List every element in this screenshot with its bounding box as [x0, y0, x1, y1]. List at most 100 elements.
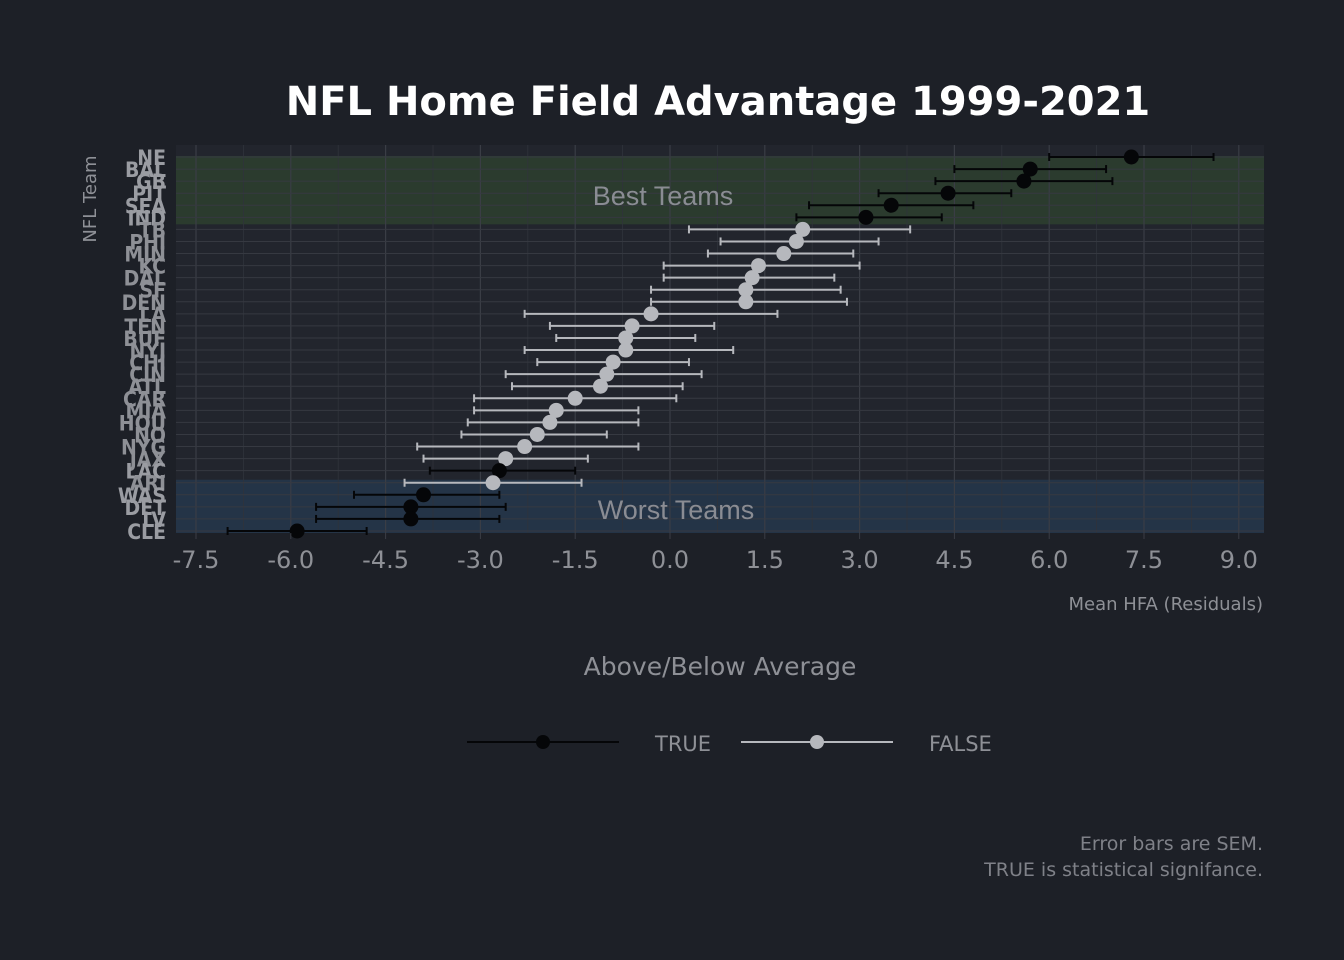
data-point — [498, 451, 514, 467]
y-tick-label: CHI — [129, 351, 166, 375]
data-point — [485, 475, 501, 491]
y-tick-label: TEN — [124, 315, 166, 339]
data-point-group-cle — [226, 523, 368, 539]
y-tick-label: ARI — [130, 472, 166, 496]
data-point-group-sf — [650, 282, 842, 298]
data-point-group-det — [315, 499, 507, 515]
data-point — [548, 402, 564, 418]
data-point — [517, 439, 533, 455]
x-tick-label: 9.0 — [1220, 546, 1258, 574]
data-point-group-bal — [953, 161, 1108, 177]
y-tick-label: HOU — [119, 411, 166, 435]
y-tick-label: IND — [127, 206, 166, 230]
y-tick-label: BUF — [123, 327, 166, 351]
y-tick-labels: NEBALGBPITSEAINDTBPHIMINKCDALSFDENLATENB… — [118, 146, 167, 544]
best-teams-label: Best Teams — [593, 181, 734, 211]
x-tick-label: -4.5 — [362, 546, 409, 574]
y-tick-label: CLE — [127, 520, 166, 544]
data-point-group-dal — [662, 270, 836, 286]
x-tick-label: -3.0 — [457, 546, 504, 574]
x-tick-label: -7.5 — [173, 546, 220, 574]
chart-title-text: NFL Home Field Advantage 1999-2021 — [286, 79, 1151, 125]
y-tick-label: DET — [125, 496, 167, 520]
x-tick-label: 7.5 — [1125, 546, 1163, 574]
data-point-group-nyg — [416, 439, 640, 455]
data-point — [883, 197, 899, 213]
x-tick-label: 0.0 — [651, 546, 689, 574]
y-tick-label: LA — [139, 303, 166, 327]
y-tick-label: MIA — [126, 399, 167, 423]
data-point-group-atl — [511, 378, 684, 394]
data-point-group-pit — [877, 185, 1013, 201]
data-point — [403, 499, 419, 515]
data-point — [289, 523, 305, 539]
x-axis-label: Mean HFA (Residuals) — [1069, 594, 1263, 615]
data-point-group-ari — [403, 475, 583, 491]
y-tick-label: TB — [139, 218, 166, 242]
y-tick-label: NYG — [121, 436, 166, 460]
data-point-group-phi — [719, 233, 880, 249]
y-axis-label: NFL Team — [80, 155, 101, 242]
data-point-group-buf — [555, 330, 697, 346]
data-point — [750, 258, 766, 274]
data-point — [618, 330, 634, 346]
y-tick-label: LV — [142, 508, 166, 532]
band-labels: Best Teams Worst Teams — [593, 181, 755, 525]
data-point-group-min — [706, 246, 855, 262]
y-tick-label: GB — [136, 170, 166, 194]
data-point — [1016, 173, 1032, 189]
y-tick-label: BAL — [125, 158, 166, 182]
best-teams-band — [176, 156, 1264, 225]
data-point — [599, 366, 615, 382]
data-point — [592, 378, 608, 394]
y-tick-label: NYJ — [129, 339, 166, 363]
x-tick-label: 6.0 — [1030, 546, 1068, 574]
x-tick-label: 4.5 — [935, 546, 973, 574]
y-tick-label: PHI — [129, 230, 166, 254]
legend-label: FALSE — [929, 732, 992, 756]
data-point — [542, 414, 558, 430]
data-point-group-sea — [808, 197, 975, 213]
data-point — [1123, 149, 1139, 165]
data-point — [491, 463, 507, 479]
data-point-group-jax — [422, 451, 589, 467]
y-tick-label: WAS — [118, 484, 166, 508]
y-tick-label: DEN — [122, 291, 166, 315]
data-point-group-chi — [536, 354, 690, 370]
y-tick-label: JAX — [128, 448, 167, 472]
data-point — [618, 342, 634, 358]
data-point — [643, 306, 659, 322]
data-point-group-car — [473, 390, 678, 406]
highlight-bands — [176, 145, 1264, 533]
y-tick-label: CIN — [129, 363, 166, 387]
data-point — [738, 282, 754, 298]
y-tick-label: NE — [137, 146, 166, 170]
data-point-group-ind — [795, 209, 943, 225]
y-tick-label: SF — [139, 279, 166, 303]
data-point-group-lv — [315, 511, 501, 527]
x-tick-label: -6.0 — [267, 546, 314, 574]
y-tick-label: ATL — [128, 375, 166, 399]
data-point-group-den — [650, 294, 848, 310]
data-point — [738, 294, 754, 310]
chart-title: NFL Home Field Advantage 1999-2021 — [286, 79, 1151, 125]
data-point — [403, 511, 419, 527]
data-point — [788, 233, 804, 249]
x-tick-labels: -7.5 -6.0 -4.5 -3.0 -1.5 0.0 1.5 3.0 4.5 6.0 7.5 9.… — [173, 533, 1258, 574]
data-point — [529, 426, 545, 442]
data-point-group-nyj — [523, 342, 735, 358]
data-point-group-ne — [1048, 149, 1215, 165]
caption: Error bars are SEM. TRUE is statistical s… — [983, 833, 1263, 881]
y-tick-label: NO — [134, 423, 166, 447]
worst-teams-label: Worst Teams — [598, 495, 755, 525]
legend-key-point — [810, 735, 824, 749]
x-tick-label: 1.5 — [746, 546, 784, 574]
legend-label: TRUE — [654, 732, 711, 756]
y-tick-label: CAR — [123, 387, 166, 411]
y-tick-label: MIN — [124, 243, 166, 267]
legend-title: Above/Below Average — [584, 652, 857, 681]
data-point — [416, 487, 432, 503]
x-tick-label: 3.0 — [841, 546, 879, 574]
data-point — [940, 185, 956, 201]
